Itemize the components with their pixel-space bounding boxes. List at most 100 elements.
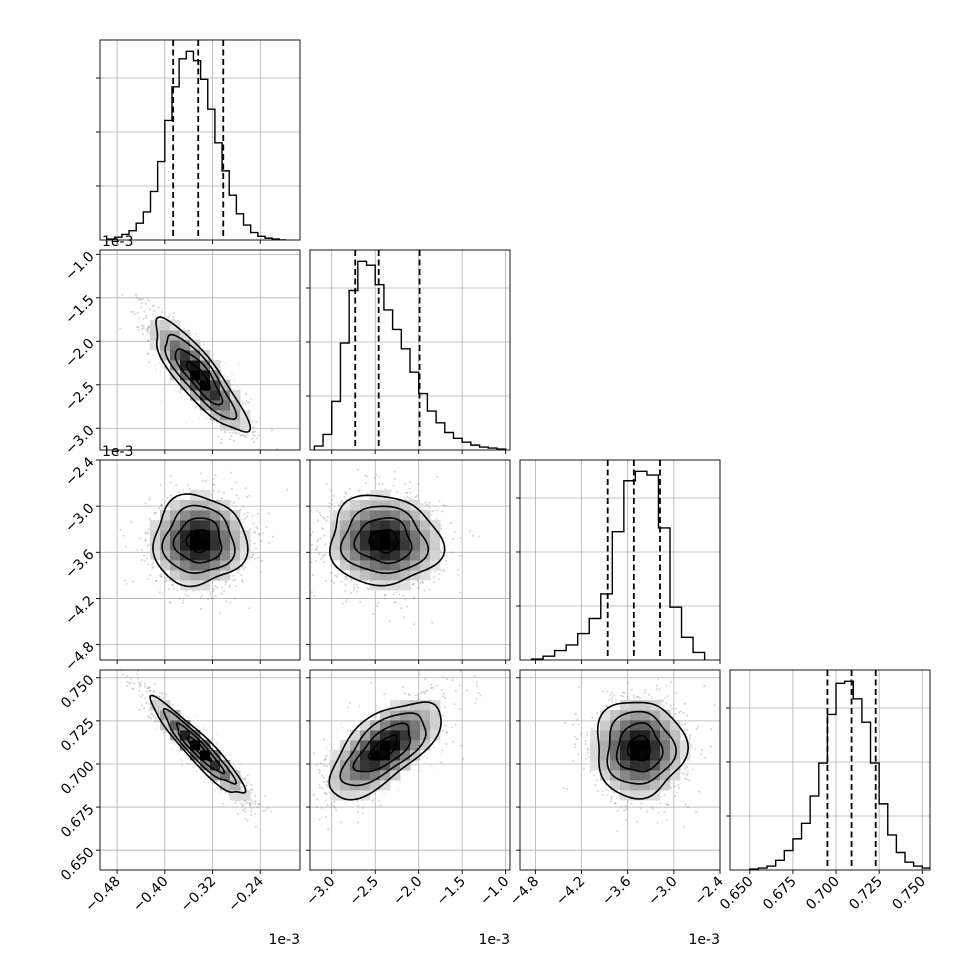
density-cell bbox=[150, 340, 161, 351]
scatter-point bbox=[345, 492, 348, 495]
density-cell bbox=[230, 390, 241, 401]
scatter-point bbox=[160, 310, 164, 314]
scatter-point bbox=[402, 616, 405, 619]
scatter-point bbox=[248, 528, 251, 531]
scatter-point bbox=[345, 600, 348, 603]
scatter-point bbox=[177, 386, 181, 389]
density-cell bbox=[170, 550, 181, 561]
density-cell bbox=[390, 510, 401, 521]
density-cell bbox=[340, 560, 351, 571]
scatter-point bbox=[229, 601, 232, 604]
scatter-point bbox=[133, 682, 136, 685]
scatter-point bbox=[250, 784, 253, 787]
scatter-point bbox=[255, 547, 258, 550]
density-cell bbox=[160, 320, 171, 331]
scatter-point bbox=[164, 731, 167, 734]
scatter-point bbox=[202, 341, 205, 344]
scatter-point bbox=[257, 803, 261, 806]
scatter-point bbox=[318, 511, 321, 514]
scatter-point bbox=[147, 332, 150, 335]
density-cell bbox=[410, 570, 421, 581]
density-cell bbox=[160, 540, 171, 551]
scatter-point bbox=[285, 558, 287, 560]
scatter-point bbox=[201, 479, 204, 482]
density-cell bbox=[200, 530, 211, 541]
scatter-point bbox=[207, 417, 210, 420]
scatter-point bbox=[147, 325, 150, 328]
scatter-point bbox=[296, 507, 298, 509]
density-cell bbox=[180, 500, 191, 511]
density-cell bbox=[380, 520, 391, 531]
scatter-point bbox=[421, 581, 425, 584]
scatter-point bbox=[159, 483, 162, 486]
scatter-point bbox=[204, 417, 207, 420]
scatter-point bbox=[258, 533, 261, 536]
scatter-point bbox=[158, 695, 161, 698]
scatter-point bbox=[344, 575, 347, 578]
scatter-point bbox=[257, 556, 260, 559]
contour-level-1 bbox=[353, 517, 413, 565]
scatter-point bbox=[357, 490, 360, 493]
scatter-point bbox=[230, 384, 233, 387]
scatter-point bbox=[236, 571, 239, 574]
scatter-point bbox=[182, 599, 185, 602]
density-cell bbox=[330, 550, 341, 561]
scatter-point bbox=[355, 583, 358, 586]
scatter-point bbox=[318, 553, 321, 556]
scatter-point bbox=[229, 438, 232, 441]
scatter-point bbox=[138, 317, 141, 320]
scatter-point bbox=[221, 497, 224, 500]
scatter-point bbox=[144, 502, 147, 505]
scatter-point bbox=[204, 479, 207, 482]
scatter-point bbox=[261, 532, 264, 535]
scatter-point bbox=[356, 586, 360, 589]
density-cell bbox=[200, 570, 211, 581]
scatter-point bbox=[251, 554, 254, 557]
scatter-point bbox=[248, 607, 251, 610]
density-cell bbox=[210, 390, 221, 401]
density-cell bbox=[430, 520, 441, 531]
scatter-point bbox=[254, 825, 257, 828]
scatter-point bbox=[137, 298, 140, 301]
scatter-point bbox=[436, 475, 439, 478]
density-cell bbox=[410, 500, 421, 511]
scatter-point bbox=[305, 533, 307, 535]
scatter-point bbox=[395, 591, 398, 594]
scatter-point bbox=[169, 481, 172, 484]
scatter-point bbox=[140, 327, 143, 331]
scatter-point bbox=[241, 578, 244, 582]
density-cell bbox=[180, 570, 191, 581]
scatter-point bbox=[216, 497, 219, 500]
scatter-point bbox=[343, 496, 346, 499]
scatter-point bbox=[201, 776, 204, 779]
scatter-point bbox=[253, 542, 256, 545]
scatter-point bbox=[349, 495, 352, 498]
scatter-point bbox=[375, 473, 378, 477]
scatter-point bbox=[171, 704, 174, 707]
density-cell bbox=[190, 360, 201, 371]
density-cell bbox=[180, 330, 191, 341]
scatter-point bbox=[243, 434, 246, 437]
scatter-point bbox=[208, 593, 212, 596]
scatter-point bbox=[181, 601, 184, 604]
density-cell bbox=[220, 530, 231, 541]
scatter-point bbox=[196, 404, 199, 407]
density-cell bbox=[360, 540, 371, 551]
scatter-point bbox=[424, 501, 427, 504]
scatter-point bbox=[243, 512, 246, 515]
scatter-point bbox=[123, 579, 126, 582]
density-cell bbox=[230, 530, 241, 541]
scatter-point bbox=[224, 583, 227, 586]
scatter-point bbox=[307, 552, 309, 554]
scatter-point bbox=[187, 391, 190, 394]
scatter-point bbox=[335, 575, 339, 578]
scatter-point bbox=[251, 420, 254, 423]
scatter-point bbox=[155, 580, 158, 583]
y-tick-label: −1.5 bbox=[62, 292, 97, 327]
scatter-point bbox=[340, 580, 343, 583]
scatter-point bbox=[212, 354, 215, 357]
scatter-point bbox=[376, 604, 379, 608]
scatter-point bbox=[328, 502, 331, 505]
scatter-point bbox=[141, 297, 145, 301]
